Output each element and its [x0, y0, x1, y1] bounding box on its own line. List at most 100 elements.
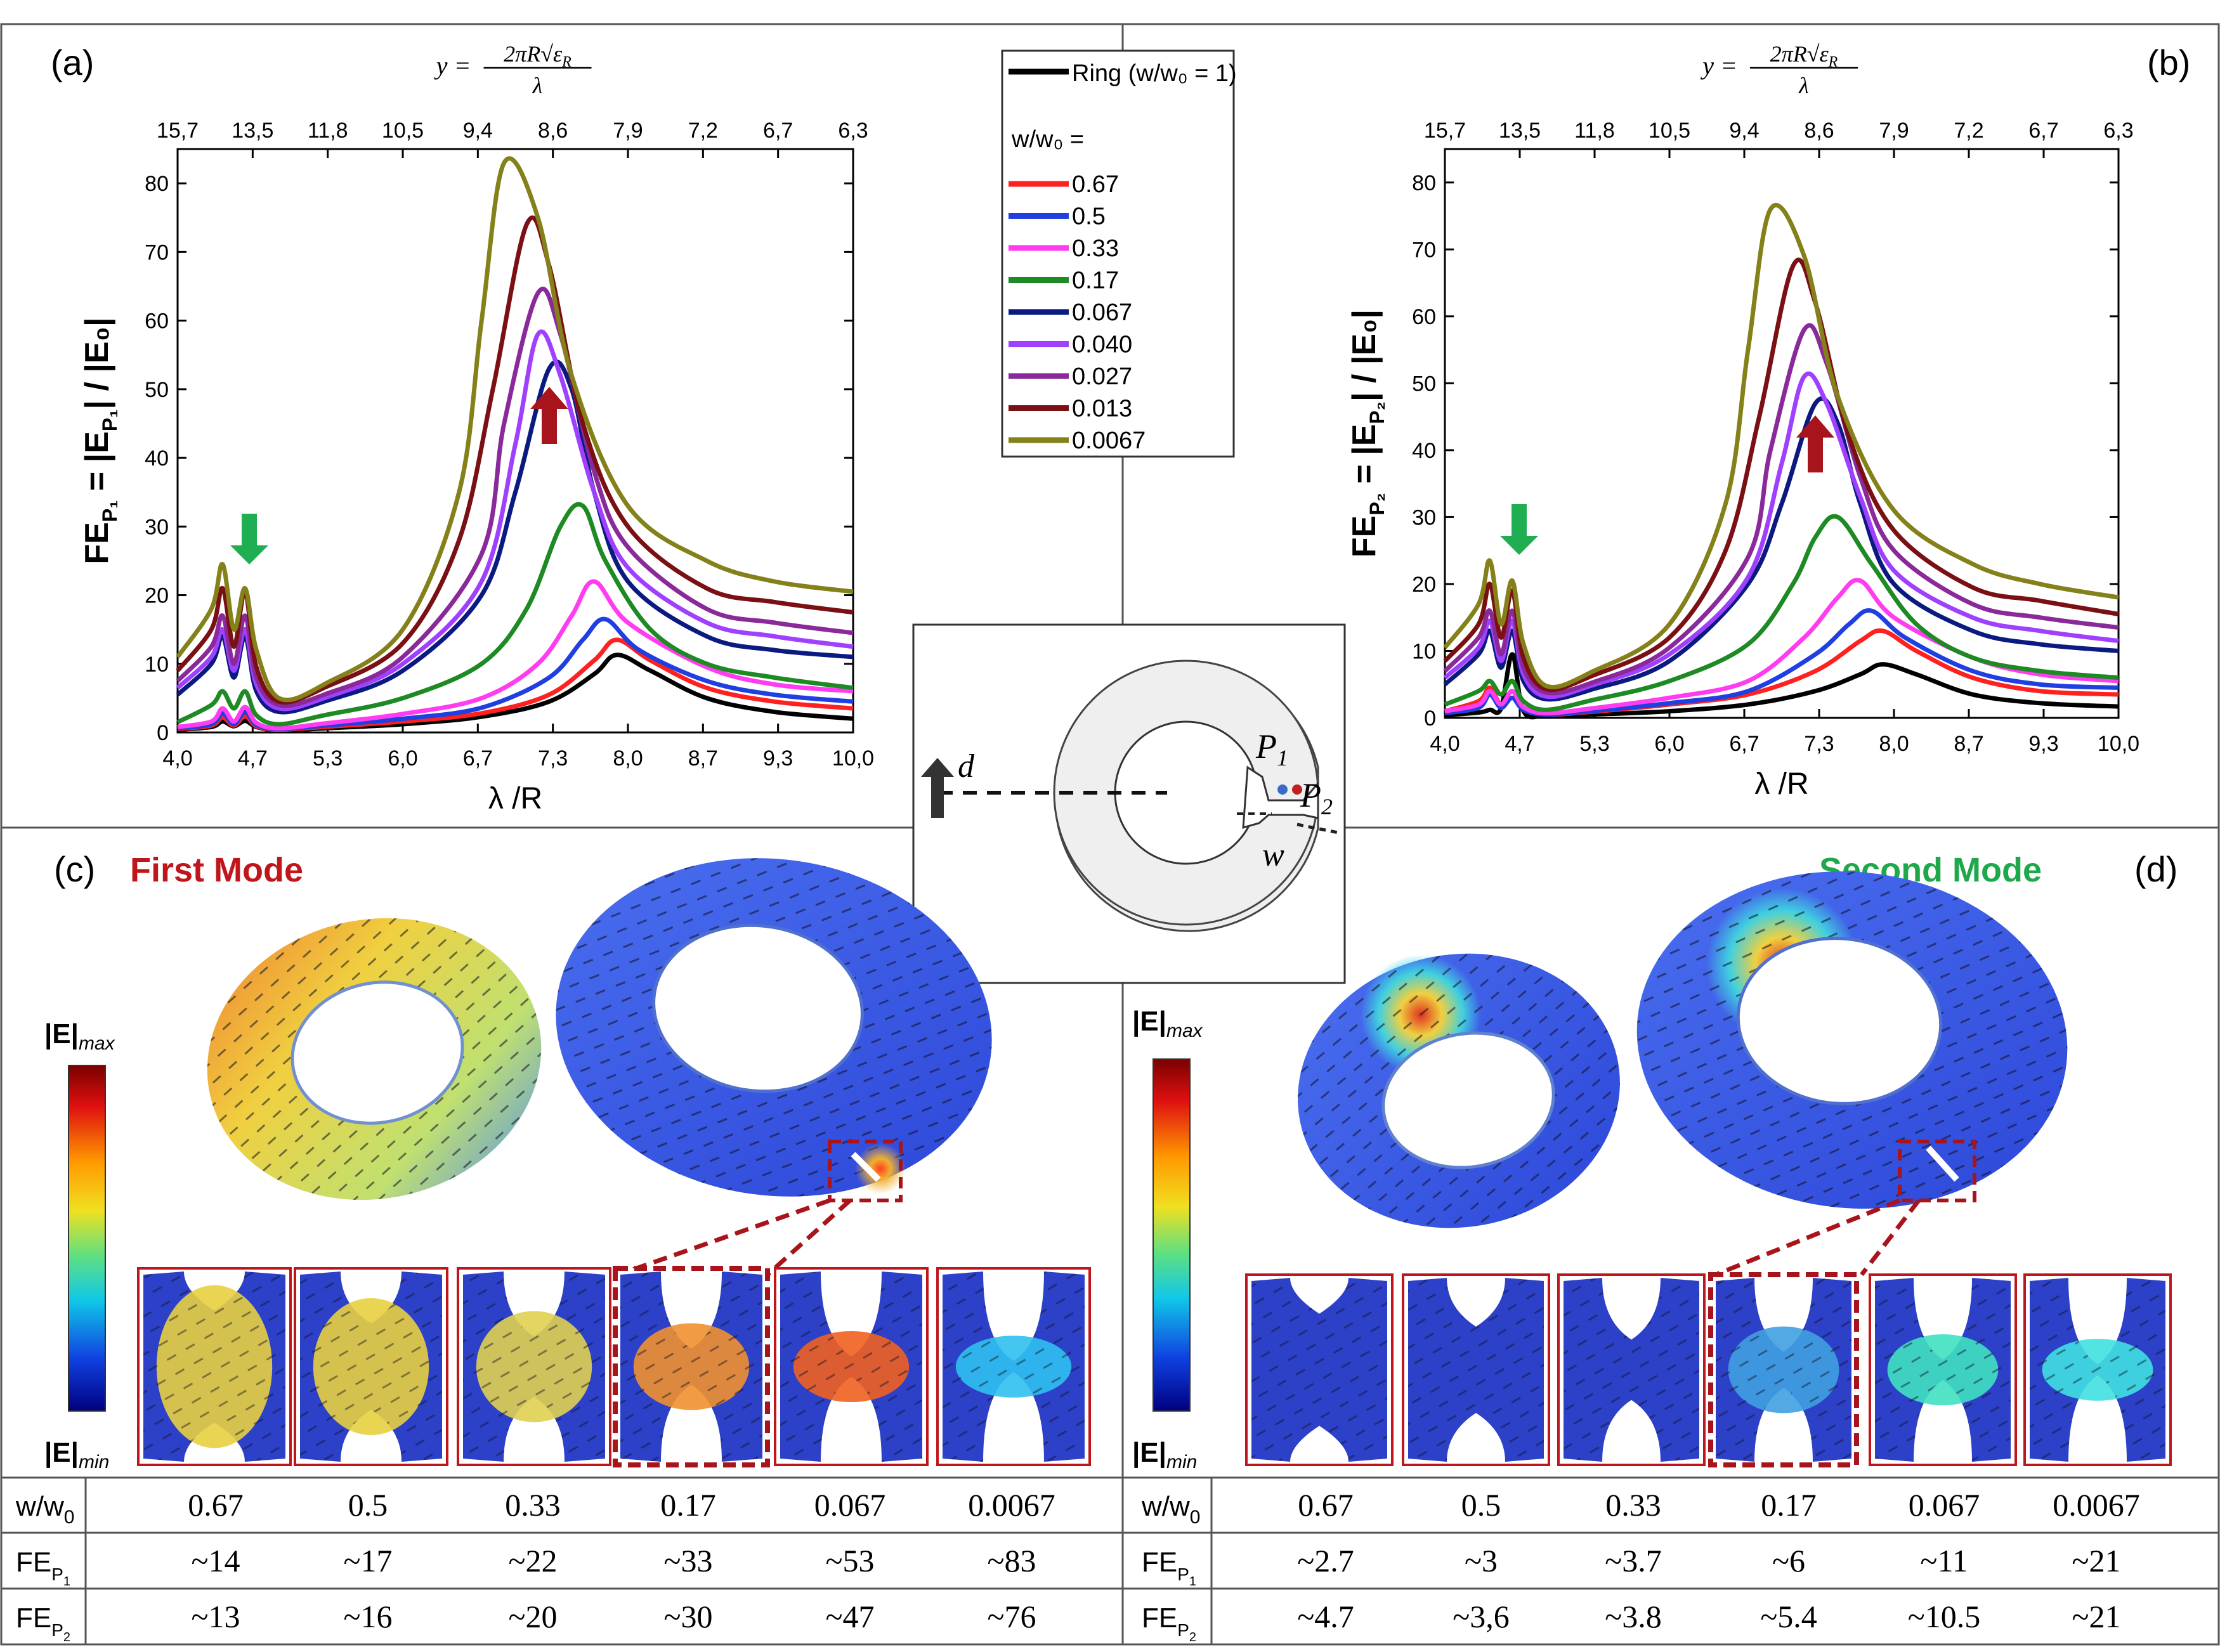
x-tick-label: 6,0 [388, 746, 417, 771]
table-cell: 0.17 [660, 1487, 716, 1523]
plot-area [176, 148, 854, 734]
legend: Ring (w/w₀ = 1) w/w₀ = 0.670.50.330.170.… [1001, 49, 1237, 458]
row-header-fe-p1: FEP1 [16, 1547, 70, 1589]
top-axis-formula: y = 2πR√εR λ [434, 41, 592, 98]
y-label-end: | / |E₀| [79, 317, 115, 409]
legend-entry-label: 0.0067 [1072, 427, 1146, 454]
gap-inset [1557, 1273, 1706, 1466]
top-tick-label: 15,7 [1424, 119, 1466, 143]
y-tick-label: 60 [145, 309, 169, 334]
p2-point [1292, 784, 1302, 795]
y-axis-label: FEP₂ = |EP₂| / |E₀| [1346, 309, 1388, 557]
svg-text:|E|min: |E|min [1132, 1437, 1197, 1473]
top-tick-label: 6,3 [2103, 119, 2133, 143]
x-tick-label: 10,0 [2098, 732, 2139, 756]
table-cell: ~11 [1920, 1543, 1968, 1578]
series-line-0.067 [176, 359, 854, 715]
y-tick-label: 50 [145, 378, 169, 402]
x-tick-label: 6,7 [463, 746, 493, 771]
first-mode-arrow-icon [1796, 415, 1834, 472]
table-cell: 0.067 [1909, 1487, 1980, 1523]
colorbar-right: |E|max |E|min [1132, 1006, 1203, 1473]
gap-inset [936, 1267, 1091, 1466]
table-cell: 0.67 [1298, 1487, 1354, 1523]
series-line-0.013 [176, 215, 854, 705]
y-label-sub: P₂ [1366, 493, 1388, 516]
panel-frame [0, 23, 2220, 1646]
table-cell: ~22 [508, 1543, 557, 1578]
first-mode-split-ring-render [556, 858, 992, 1277]
formula-lhs: y = [1700, 51, 1737, 80]
formula-lhs: y = [434, 51, 471, 80]
y-tick-label: 0 [1424, 706, 1436, 731]
table-cell: 0.5 [1461, 1487, 1501, 1523]
first-mode-ring-render [207, 918, 542, 1200]
zoom-box-first [828, 1140, 903, 1202]
legend-entry-label: 0.013 [1072, 396, 1132, 422]
top-tick-label: 9,4 [1729, 119, 1759, 143]
table-cell: ~21 [2072, 1543, 2120, 1578]
p1-point [1277, 784, 1288, 795]
panel-label-a: (a) [51, 42, 94, 82]
x-tick-label: 7,3 [538, 746, 568, 771]
x-tick-label: 6,7 [1729, 732, 1759, 756]
svg-text:|E|min: |E|min [44, 1437, 109, 1473]
legend-entry-label: 0.17 [1072, 268, 1119, 294]
legend-entry-label: 0.33 [1072, 235, 1119, 262]
top-tick-label: 7,9 [613, 119, 643, 143]
x-axis-label: λ /R [488, 782, 542, 816]
y-tick-label: 70 [1412, 238, 1436, 262]
x-tick-label: 8,7 [1954, 732, 1983, 756]
row-header-fe-p2: FEP2 [16, 1603, 70, 1644]
gap-inset [1245, 1273, 1394, 1466]
table-cell: ~3,6 [1453, 1599, 1510, 1634]
svg-text:P2: P2 [1300, 776, 1333, 819]
table-cell: ~83 [987, 1543, 1036, 1578]
table-cell: 0.33 [1605, 1487, 1661, 1523]
top-tick-label: 10,5 [382, 119, 424, 143]
table-cell: 0.067 [814, 1487, 886, 1523]
chart-b: 4,0 4,7 5,3 6,0 6,7 7,3 8,0 8,7 9,3 10,0 15,7 13,5 1… [1346, 41, 2139, 801]
y-label-rest: = |E [1346, 424, 1383, 493]
table-cell: ~4.7 [1297, 1599, 1354, 1634]
x-tick-label: 9,3 [2028, 732, 2058, 756]
svg-text:|E|max: |E|max [1132, 1006, 1203, 1041]
legend-entry-label: 0.067 [1072, 299, 1132, 326]
legend-entry-label: 0.040 [1072, 332, 1132, 358]
gap-inset [1402, 1273, 1550, 1466]
top-tick-label: 6,7 [763, 119, 793, 143]
gap-inset [2023, 1273, 2172, 1466]
y-label-sub: P₁ [98, 500, 121, 523]
panel-label-b: (b) [2147, 42, 2190, 82]
first-mode-arrow-icon [530, 387, 568, 444]
gap-inset [613, 1266, 770, 1467]
p1-sub: 1 [1277, 745, 1288, 771]
series-line-0.33 [177, 579, 854, 731]
chart-a: 4,0 4,7 5,3 6,0 6,7 7,3 8,0 8,7 9,3 10,0 15,7 13,5 1… [79, 41, 874, 816]
series-line-0.040 [176, 329, 854, 712]
top-tick-label: 7,9 [1879, 119, 1909, 143]
second-mode-arrow-icon [230, 514, 268, 564]
table-cell: ~3.8 [1605, 1599, 1662, 1634]
x-tick-label: 4,0 [1430, 732, 1459, 756]
gap-inset [1708, 1272, 1859, 1467]
table-cell: ~2.7 [1297, 1543, 1354, 1578]
table-first-mode: w/w0 FEP1 FEP2 0.67 0.5 0.33 0.17 0.067 0.0067 ~1… [15, 1478, 1055, 1644]
y-tick-label: 50 [1412, 372, 1436, 396]
x-tick-label: 5,3 [313, 746, 343, 771]
legend-entry-label: 0.67 [1072, 171, 1119, 198]
y-tick-label: 80 [1412, 171, 1436, 195]
formula-numerator: 2πR√εR [1770, 41, 1838, 70]
series-line-0.67 [177, 637, 854, 732]
second-mode-split-ring-render [1636, 871, 2068, 1277]
x-tick-label: 6,0 [1654, 732, 1684, 756]
colorbar-right-max: |E| [1132, 1006, 1166, 1037]
y-tick-label: 40 [1412, 439, 1436, 463]
y-tick-label: 10 [145, 653, 169, 677]
series-line-0.5 [1444, 608, 2119, 717]
legend-entries: 0.67 0.5 0.33 0.17 0.067 0.040 0.027 0.013 0.006… [1009, 171, 1146, 454]
table-cell: ~30 [663, 1599, 712, 1634]
y-tick-label: 60 [1412, 305, 1436, 329]
row-header-w: w/w0 [1141, 1491, 1200, 1528]
